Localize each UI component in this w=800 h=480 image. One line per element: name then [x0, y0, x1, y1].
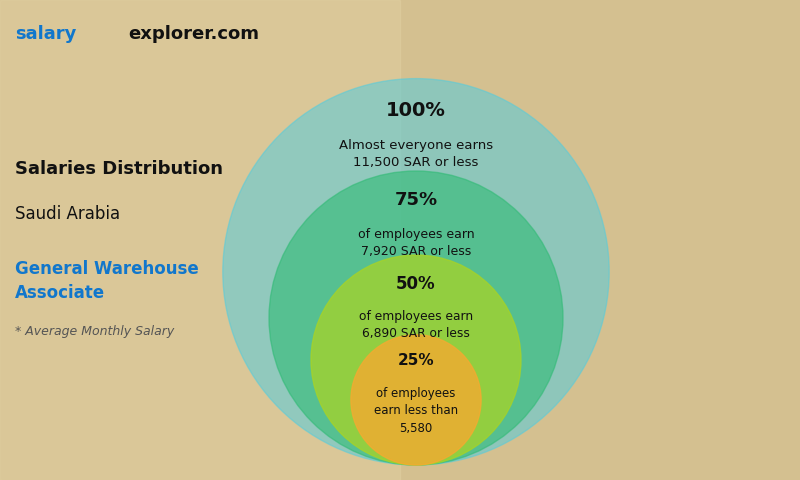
Text: of employees earn
6,890 SAR or less: of employees earn 6,890 SAR or less [359, 310, 473, 340]
Text: explorer.com: explorer.com [128, 25, 259, 43]
Text: salary: salary [15, 25, 76, 43]
Circle shape [222, 79, 610, 465]
Circle shape [351, 335, 481, 465]
Text: of employees earn
7,920 SAR or less: of employees earn 7,920 SAR or less [358, 228, 474, 259]
Text: 100%: 100% [386, 101, 446, 120]
Text: General Warehouse
Associate: General Warehouse Associate [15, 260, 198, 302]
Text: 50%: 50% [396, 275, 436, 293]
Bar [0, 0, 400, 480]
Text: of employees
earn less than
5,580: of employees earn less than 5,580 [374, 387, 458, 435]
Text: 25%: 25% [398, 353, 434, 368]
Text: Saudi Arabia: Saudi Arabia [15, 205, 120, 223]
Text: Salaries Distribution: Salaries Distribution [15, 160, 223, 178]
Text: 75%: 75% [394, 191, 438, 209]
Circle shape [269, 171, 563, 465]
Text: * Average Monthly Salary: * Average Monthly Salary [15, 325, 174, 338]
Text: Almost everyone earns
11,500 SAR or less: Almost everyone earns 11,500 SAR or less [339, 139, 493, 169]
Circle shape [311, 255, 521, 465]
